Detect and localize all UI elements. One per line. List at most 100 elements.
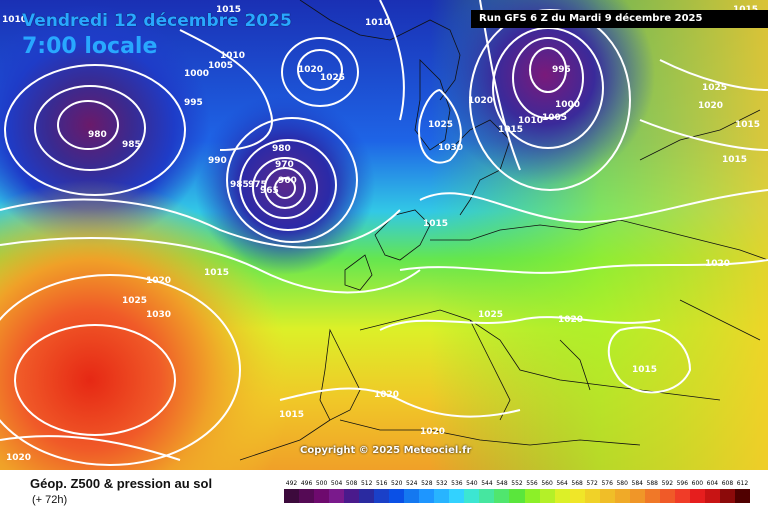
pressure-label: 1010 bbox=[2, 15, 27, 25]
coastlines bbox=[239, 0, 768, 461]
scale-tick-label: 524 bbox=[406, 480, 418, 487]
scale-tick-label: 548 bbox=[496, 480, 508, 487]
pressure-label: 1025 bbox=[478, 310, 503, 320]
pressure-label: 1015 bbox=[279, 410, 304, 420]
scale-swatch bbox=[374, 489, 390, 503]
scale-tick-label: 512 bbox=[360, 480, 373, 487]
scale-tick-label: 584 bbox=[631, 480, 643, 487]
pressure-label: 1025 bbox=[702, 83, 727, 93]
scale-swatch bbox=[299, 489, 315, 503]
pressure-label: 1030 bbox=[438, 143, 463, 153]
run-info-banner: Run GFS 6 Z du Mardi 9 décembre 2025 bbox=[471, 10, 768, 28]
scale-tick-label: 536 bbox=[451, 480, 463, 487]
scale-tick-label: 552 bbox=[511, 480, 523, 487]
pressure-label: 1010 bbox=[365, 18, 390, 28]
scale-tick-label: 540 bbox=[466, 480, 478, 487]
scale-tick-label: 544 bbox=[481, 480, 493, 487]
scale-swatch bbox=[689, 489, 705, 503]
scale-swatch bbox=[419, 489, 435, 503]
scale-swatch bbox=[704, 489, 720, 503]
pressure-label: 1005 bbox=[208, 61, 233, 71]
scale-swatch bbox=[434, 489, 450, 503]
forecast-date-title: Vendredi 12 décembre 2025 bbox=[22, 11, 292, 31]
copyright-notice: Copyright © 2025 Meteociel.fr bbox=[300, 445, 472, 456]
pressure-label: 1025 bbox=[320, 73, 345, 83]
pressure-label: 1020 bbox=[298, 65, 323, 75]
scale-tick-label: 516 bbox=[375, 480, 388, 487]
scale-swatch bbox=[599, 489, 615, 503]
scale-tick-label: 504 bbox=[330, 480, 343, 487]
color-scale-bar bbox=[284, 489, 750, 503]
legend-footer: Géop. Z500 & pression au sol (+ 72h) 492… bbox=[0, 470, 768, 512]
scale-swatch bbox=[569, 489, 585, 503]
pressure-label: 1020 bbox=[146, 276, 171, 286]
scale-tick-label: 492 bbox=[285, 480, 298, 487]
scale-swatch bbox=[494, 489, 510, 503]
scale-swatch bbox=[584, 489, 600, 503]
scale-tick-label: 576 bbox=[601, 480, 613, 487]
pressure-label: 985 bbox=[230, 180, 249, 190]
scale-tick-label: 588 bbox=[646, 480, 658, 487]
pressure-label: 995 bbox=[552, 65, 571, 75]
pressure-label: 1010 bbox=[518, 116, 543, 126]
pressure-label: 980 bbox=[272, 144, 291, 154]
scale-swatch bbox=[524, 489, 540, 503]
pressure-label: 985 bbox=[122, 140, 141, 150]
pressure-label: 990 bbox=[208, 156, 227, 166]
scale-swatch bbox=[344, 489, 360, 503]
pressure-label: 980 bbox=[88, 130, 107, 140]
product-label: Géop. Z500 & pression au sol bbox=[30, 476, 213, 491]
pressure-label: 1030 bbox=[146, 310, 171, 320]
scale-tick-label: 560 bbox=[541, 480, 553, 487]
scale-swatch bbox=[464, 489, 480, 503]
scale-swatch bbox=[644, 489, 660, 503]
pressure-labels: 1010 1015 1010 1005 1000 995 980 985 990… bbox=[2, 5, 760, 463]
scale-tick-label: 596 bbox=[676, 480, 689, 487]
pressure-label: 1020 bbox=[420, 427, 445, 437]
scale-tick-label: 600 bbox=[691, 480, 704, 487]
pressure-label: 1015 bbox=[204, 268, 229, 278]
scale-tick-label: 592 bbox=[661, 480, 674, 487]
scale-tick-label: 608 bbox=[721, 480, 734, 487]
scale-swatch bbox=[389, 489, 405, 503]
local-time-label: 7:00 locale bbox=[22, 34, 158, 59]
scale-swatch bbox=[479, 489, 495, 503]
pressure-label: 1015 bbox=[735, 120, 760, 130]
pressure-label: 1020 bbox=[698, 101, 723, 111]
isobars bbox=[0, 0, 768, 465]
scale-swatch bbox=[509, 489, 525, 503]
color-scale-labels: 492 496 500 504 508 512 516 520 524 528 532 536 540 5… bbox=[284, 480, 750, 487]
forecast-hour-label: (+ 72h) bbox=[32, 494, 68, 506]
pressure-label: 1025 bbox=[428, 120, 453, 130]
pressure-label: 970 bbox=[275, 160, 294, 170]
pressure-label: 1005 bbox=[542, 113, 567, 123]
scale-swatch bbox=[659, 489, 675, 503]
pressure-label: 1000 bbox=[184, 69, 209, 79]
scale-tick-label: 500 bbox=[315, 480, 328, 487]
pressure-label: 975 bbox=[248, 180, 267, 190]
scale-swatch bbox=[674, 489, 690, 503]
scale-tick-label: 556 bbox=[526, 480, 538, 487]
scale-tick-label: 508 bbox=[345, 480, 358, 487]
pressure-label: 1025 bbox=[122, 296, 147, 306]
scale-swatch bbox=[719, 489, 735, 503]
scale-swatch bbox=[449, 489, 465, 503]
scale-swatch bbox=[359, 489, 375, 503]
color-scale: 492 496 500 504 508 512 516 520 524 528 532 536 540 5… bbox=[284, 480, 750, 508]
scale-tick-label: 568 bbox=[571, 480, 583, 487]
pressure-label: 1010 bbox=[220, 51, 245, 61]
pressure-label: 1015 bbox=[216, 5, 241, 15]
scale-swatch bbox=[614, 489, 630, 503]
pressure-label: 1015 bbox=[498, 125, 523, 135]
pressure-label: 1020 bbox=[705, 259, 730, 269]
scale-tick-label: 496 bbox=[300, 480, 313, 487]
pressure-label: 1015 bbox=[722, 155, 747, 165]
scale-swatch bbox=[329, 489, 345, 503]
scale-swatch bbox=[284, 489, 300, 503]
scale-tick-label: 528 bbox=[421, 480, 433, 487]
weather-map: 1010 1015 1010 1005 1000 995 980 985 990… bbox=[0, 0, 768, 470]
scale-tick-label: 604 bbox=[706, 480, 719, 487]
scale-swatch bbox=[629, 489, 645, 503]
pressure-label: 995 bbox=[184, 98, 203, 108]
